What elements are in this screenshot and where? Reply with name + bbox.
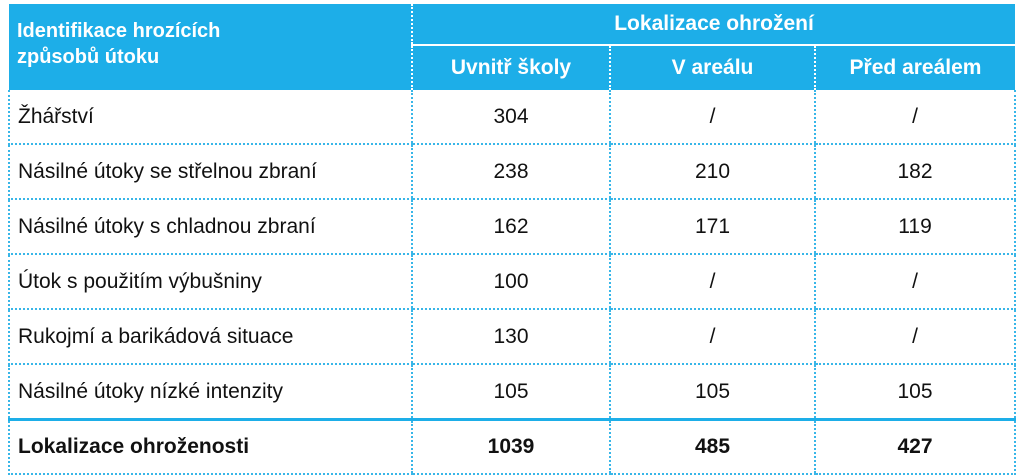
cell-in-premises: 105 (609, 364, 815, 421)
row-label: Útok s použitím výbušniny (8, 254, 412, 310)
cell-in-premises: 210 (609, 144, 815, 200)
row-label: Násilné útoky s chladnou zbraní (8, 199, 412, 255)
header-second-line: způsobů útoku (17, 46, 160, 68)
cell-inside-school: 130 (411, 309, 610, 365)
table-row: Žhářství 304 / / (8, 90, 1017, 145)
cell-outside-premises: / (813, 90, 1017, 145)
header-inside-school: Uvnitř školy (412, 45, 611, 90)
cell-outside-premises: 119 (813, 199, 1017, 255)
header-row-sub: Uvnitř školy V areálu Před areálem (9, 45, 1016, 90)
cell-outside-premises: / (813, 254, 1017, 310)
row-label: Násilné útoky se střelnou zbraní (8, 144, 412, 200)
cell-in-premises: / (609, 254, 815, 310)
cell-outside-premises: / (813, 309, 1017, 365)
table-row: Násilné útoky s chladnou zbraní 162 171 … (8, 199, 1017, 255)
table-row: Násilné útoky se střelnou zbraní 238 210… (8, 144, 1017, 200)
cell-inside-school: 304 (411, 90, 610, 145)
header-row-top: Identifikace hrozících způsobů útoku Lok… (9, 4, 1016, 90)
cell-outside-premises: 105 (813, 364, 1017, 421)
total-row: Lokalizace ohroženosti 1039 485 427 (8, 419, 1017, 475)
header-outside-premises: Před areálem (815, 45, 1016, 90)
header-threat-location-group: Lokalizace ohrožení (412, 4, 1016, 46)
cell-in-premises: 171 (609, 199, 815, 255)
header-first-line: Identifikace hrozících (17, 20, 221, 42)
total-outside-premises: 427 (813, 419, 1017, 475)
total-inside-school: 1039 (411, 419, 610, 475)
table-row: Násilné útoky nízké intenzity 105 105 10… (8, 364, 1017, 421)
cell-inside-school: 100 (411, 254, 610, 310)
header-attack-identification: Identifikace hrozících způsobů útoku (9, 4, 413, 90)
threat-localization-table: Identifikace hrozících způsobů útoku Lok… (8, 4, 1017, 475)
total-label: Lokalizace ohroženosti (8, 419, 412, 475)
row-label: Žhářství (8, 90, 412, 145)
table-row: Rukojmí a barikádová situace 130 / / (8, 309, 1017, 365)
cell-in-premises: / (609, 309, 815, 365)
total-in-premises: 485 (609, 419, 815, 475)
cell-outside-premises: 182 (813, 144, 1017, 200)
cell-in-premises: / (609, 90, 815, 145)
cell-inside-school: 105 (411, 364, 610, 421)
cell-inside-school: 238 (411, 144, 610, 200)
row-label: Rukojmí a barikádová situace (8, 309, 412, 365)
cell-inside-school: 162 (411, 199, 610, 255)
row-label: Násilné útoky nízké intenzity (8, 364, 412, 421)
header-in-premises: V areálu (610, 45, 816, 90)
table-row: Útok s použitím výbušniny 100 / / (8, 254, 1017, 310)
threat-table-container: Identifikace hrozících způsobů útoku Lok… (8, 4, 1017, 475)
